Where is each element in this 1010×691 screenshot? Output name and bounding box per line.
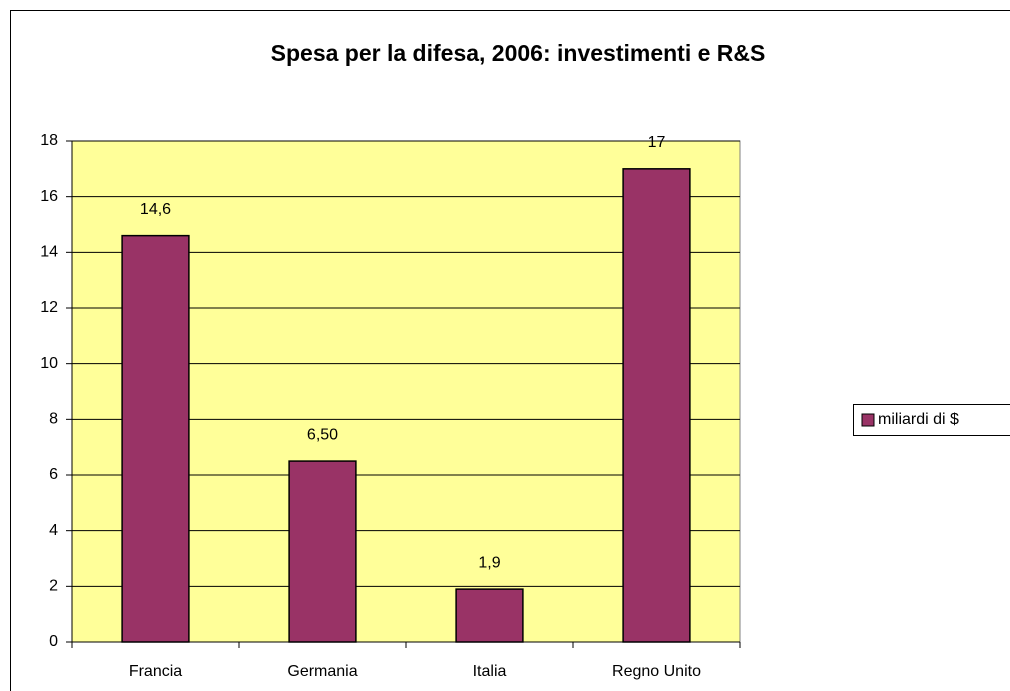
- bar: [622, 168, 691, 643]
- y-tick-label: 18: [40, 132, 58, 149]
- x-tick-label: Regno Unito: [612, 663, 701, 680]
- bar: [288, 460, 357, 643]
- x-tick-label: Germania: [287, 663, 357, 680]
- data-label: 1,9: [478, 554, 500, 571]
- legend-label: miliardi di $: [878, 411, 959, 428]
- y-tick-label: 0: [49, 633, 58, 650]
- legend-box: [853, 404, 1010, 436]
- y-tick-label: 14: [40, 244, 58, 261]
- y-tick-label: 2: [49, 578, 58, 595]
- y-tick-label: 4: [49, 522, 58, 539]
- chart-title: Spesa per la difesa, 2006: investimenti …: [271, 40, 766, 66]
- x-tick-label: Francia: [129, 663, 182, 680]
- data-label: 6,50: [307, 426, 338, 443]
- y-tick-label: 6: [49, 466, 58, 483]
- data-label: 17: [648, 134, 666, 151]
- y-tick-label: 8: [49, 411, 58, 428]
- legend-swatch: [861, 413, 875, 427]
- x-tick-label: Italia: [473, 663, 507, 680]
- y-tick-label: 10: [40, 355, 58, 372]
- y-tick-label: 12: [40, 299, 58, 316]
- data-label: 14,6: [140, 201, 171, 218]
- bar: [455, 588, 524, 643]
- y-tick-label: 16: [40, 188, 58, 205]
- bar: [121, 234, 190, 643]
